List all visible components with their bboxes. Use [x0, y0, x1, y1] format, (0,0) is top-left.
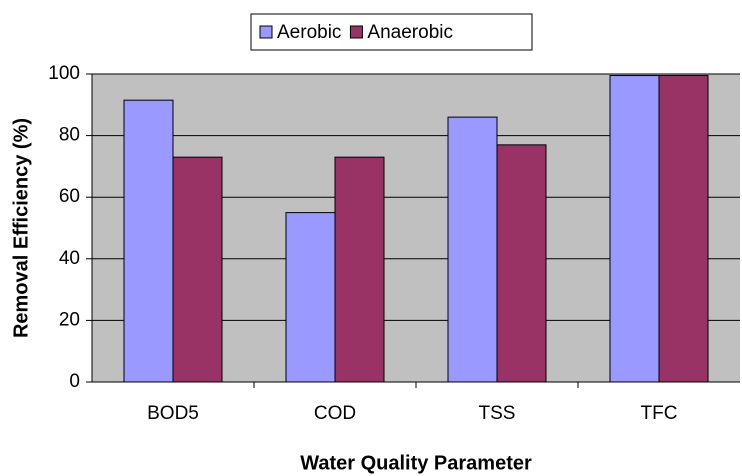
bar: [285, 212, 336, 383]
x-axis-title: Water Quality Parameter: [300, 452, 532, 474]
y-tick-label: 100: [48, 63, 80, 84]
bar: [334, 156, 385, 383]
legend-label: Anaerobic: [367, 22, 453, 43]
y-tick-label: 80: [59, 125, 80, 146]
bar: [123, 99, 174, 383]
legend: [250, 13, 533, 51]
bar: [609, 75, 660, 383]
y-tick-label: 60: [59, 186, 80, 207]
x-tick-label: TSS: [479, 403, 516, 424]
x-tick-label: BOD5: [147, 403, 199, 424]
legend-label: Aerobic: [277, 22, 341, 43]
bar: [658, 75, 709, 383]
y-tick-label: 40: [59, 248, 80, 269]
bar: [496, 144, 547, 383]
x-tick-label: TFC: [641, 403, 678, 424]
y-axis-title: Removal Efficiency (%): [10, 118, 32, 338]
y-tick-label: 20: [59, 309, 80, 330]
bar: [447, 116, 498, 383]
bar: [172, 156, 223, 383]
legend-swatch: [259, 25, 273, 39]
x-tick-label: COD: [314, 403, 356, 424]
legend-swatch: [349, 25, 363, 39]
y-tick-label: 0: [69, 371, 80, 392]
